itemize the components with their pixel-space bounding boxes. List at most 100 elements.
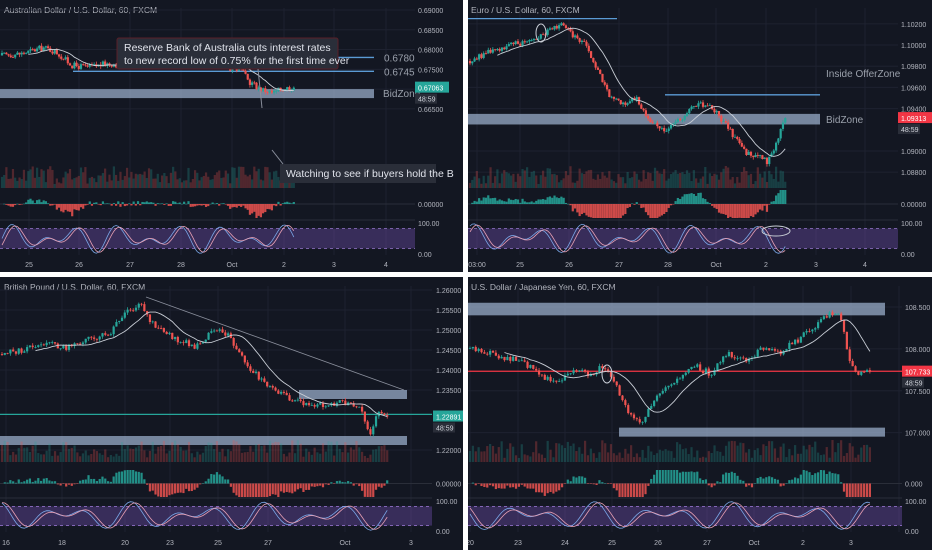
volume-bar (589, 169, 593, 188)
macd-bar (374, 483, 378, 490)
zone-rect[interactable] (468, 302, 885, 316)
pane-gbpusd[interactable]: British Pound / U.S. Dollar, 60, FXCM 1.… (0, 282, 467, 547)
zones (468, 302, 885, 437)
volume-bar (669, 174, 673, 188)
candle-body (268, 90, 271, 93)
time-tick-label: 3 (409, 540, 413, 547)
macd-bar (288, 202, 291, 204)
volume-bar (865, 444, 869, 462)
candle-body (667, 385, 670, 388)
volume-bar (673, 457, 676, 462)
macd-bar (519, 202, 522, 204)
vertical-separator[interactable] (463, 0, 468, 550)
pane-eurusd[interactable]: Euro / U.S. Dollar, 60, FXCM Inside Offe… (468, 5, 932, 269)
candle-body (252, 370, 255, 373)
macd-bar (199, 483, 202, 485)
candle-body (754, 154, 757, 158)
candle-body (720, 115, 723, 122)
macd-bar (724, 472, 728, 484)
volume-bar (765, 445, 768, 462)
candle-body (640, 104, 643, 109)
volume-bar (232, 440, 235, 462)
candle-body (20, 52, 23, 55)
pane-audusd[interactable]: Australian Dollar / U.S. Dollar, 60, FXC… (0, 5, 454, 269)
time-tick-label: 4 (384, 262, 388, 269)
volume-bar (17, 447, 20, 462)
volume-bar (360, 451, 364, 462)
candle-body (713, 369, 716, 375)
macd-bar (557, 198, 561, 204)
zone-rect[interactable] (0, 89, 374, 99)
macd-bar (707, 483, 710, 486)
candle-body (16, 52, 19, 55)
macd-bar (296, 483, 299, 490)
pane-usdjpy[interactable]: U.S. Dollar / Japanese Yen, 60, FXCM 108… (466, 282, 932, 547)
volume-bar (34, 441, 37, 462)
highlight-circle (761, 225, 791, 237)
candle-body (673, 382, 676, 385)
volume-bar (347, 452, 350, 462)
zone-rect[interactable] (619, 427, 885, 437)
time-tick-label: 26 (75, 262, 83, 269)
macd-bar (108, 203, 111, 205)
volume-bar (523, 454, 526, 462)
price-axis[interactable]: 1.102001.100001.098001.096001.094001.090… (901, 22, 926, 259)
macd-bar (701, 198, 705, 204)
candle-body (664, 387, 667, 391)
volume-bar (42, 454, 45, 462)
time-axis[interactable]: 16 18 20 23 25 27 Oct 3 (2, 540, 413, 547)
price-axis[interactable]: 1.260001.255001.250001.245001.240001.235… (436, 288, 461, 536)
moving-average-line (35, 311, 388, 418)
macd-bar (251, 204, 254, 214)
candle-body (647, 115, 650, 119)
macd-bar (740, 204, 743, 218)
volume-bar (480, 451, 483, 462)
candle-body (683, 115, 686, 120)
macd-bar (34, 480, 37, 484)
time-axis[interactable]: 20 23 24 25 26 27 Oct 2 3 (466, 540, 853, 547)
time-axis[interactable]: 25 26 27 28 Oct 2 3 4 (25, 262, 388, 269)
macd-bar (215, 203, 219, 204)
macd-bar (717, 204, 721, 213)
macd-bar (543, 483, 546, 496)
volume-bar (291, 440, 294, 462)
macd-bar (307, 483, 311, 490)
price-levels[interactable] (468, 17, 820, 96)
volume-bar (569, 445, 572, 462)
candle-body (724, 121, 727, 123)
volume-bar (763, 171, 766, 188)
candle-body (73, 343, 76, 347)
candle-body (157, 327, 160, 329)
macd-bar (491, 198, 494, 204)
candle-body (704, 368, 708, 374)
rba-annotation[interactable]: Reserve Bank of Australia cuts interest … (116, 37, 350, 109)
volume-bar (756, 448, 759, 462)
volume-bar (727, 441, 731, 462)
candle-body (706, 105, 709, 107)
volume-bar (749, 173, 753, 188)
zone-rect[interactable] (0, 436, 407, 445)
trend-line[interactable] (145, 296, 405, 391)
candle-body (772, 150, 775, 154)
volume-bar (537, 183, 540, 188)
price-axis[interactable]: 108.500108.000107.500107.0000.000100.000… (905, 305, 930, 536)
time-axis[interactable]: 03:00 25 26 27 28 Oct 2 3 4 (468, 262, 867, 269)
volume-bar (526, 167, 529, 188)
candle-body (701, 102, 705, 107)
macd-bar (498, 199, 501, 204)
macd-bar (154, 483, 157, 495)
macd-bar (324, 483, 327, 485)
macd-bar (500, 200, 504, 204)
candle-body (661, 390, 664, 394)
zone-rect[interactable] (299, 390, 407, 399)
volume-bar (254, 444, 258, 462)
macd-bar (190, 483, 193, 492)
candle-body (730, 352, 733, 358)
buyers-annotation[interactable]: Watching to see if buyers hold the B (271, 149, 454, 183)
zone-rect[interactable] (468, 113, 820, 125)
volume-bar (583, 173, 586, 188)
time-tick-label: 2 (801, 540, 805, 547)
macd-bar (270, 204, 273, 211)
